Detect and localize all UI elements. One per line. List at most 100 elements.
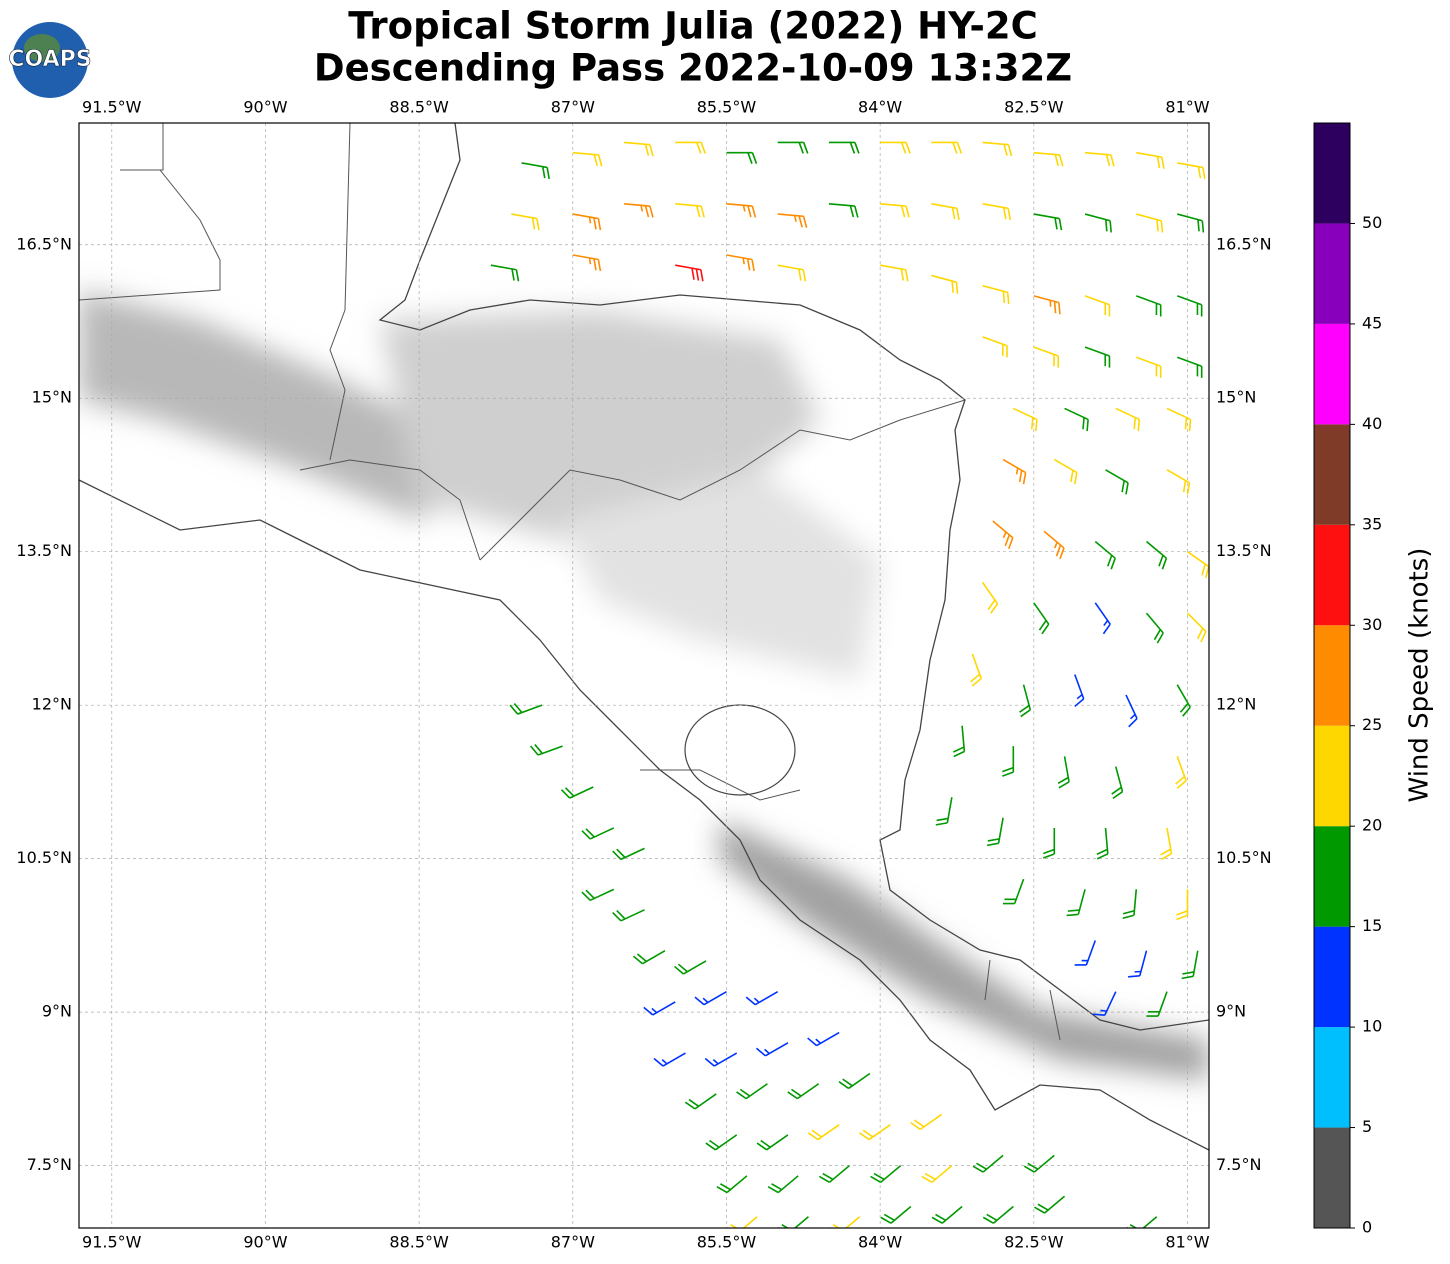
x-tick-label: 82.5°W xyxy=(1004,1233,1064,1252)
y-tick-label: 16.5°N xyxy=(16,234,72,253)
wind-barb xyxy=(572,254,602,272)
x-tick-label: 91.5°W xyxy=(82,98,142,117)
colorbar-segment xyxy=(1314,625,1350,726)
y-tick-label: 10.5°N xyxy=(1216,848,1272,867)
wind-barb xyxy=(777,141,809,154)
wind-barb xyxy=(1084,151,1115,167)
title: Tropical Storm Julia (2022) HY-2C xyxy=(348,5,1038,48)
wind-barb xyxy=(1093,991,1117,1017)
wind-barb xyxy=(777,264,807,282)
wind-barb xyxy=(1012,407,1038,432)
wind-barb xyxy=(777,213,808,228)
wind-barb xyxy=(828,203,859,218)
wind-barb xyxy=(1135,356,1162,378)
wind-barb xyxy=(981,581,999,614)
x-tick-label: 90°W xyxy=(243,98,287,117)
wind-barb xyxy=(1135,295,1162,317)
wind-barb xyxy=(1084,346,1111,368)
wind-barb xyxy=(1057,756,1070,789)
x-tick-label: 82.5°W xyxy=(1004,98,1064,117)
wind-barb xyxy=(931,274,959,294)
wind-barb xyxy=(1160,827,1173,861)
wind-barb xyxy=(1187,551,1209,579)
colorbar-tick-label: 35 xyxy=(1362,514,1382,533)
x-tick-label: 81°W xyxy=(1165,98,1209,117)
wind-barb xyxy=(880,264,909,282)
wind-barb xyxy=(859,1124,891,1141)
wind-barb xyxy=(1033,295,1061,315)
wind-barb xyxy=(1186,612,1207,643)
colorbar-segment xyxy=(1314,1127,1350,1228)
wind-barb xyxy=(1066,889,1086,917)
wind-barb xyxy=(673,960,707,975)
wind-barb xyxy=(1096,827,1109,860)
colorbar-segment xyxy=(1314,926,1350,1028)
wind-barb xyxy=(529,743,563,756)
map-background xyxy=(79,123,1209,1228)
wind-barb xyxy=(1033,602,1050,635)
x-tick-label: 85.5°W xyxy=(697,1233,757,1252)
colorbar-segment xyxy=(1314,424,1350,525)
wind-barb xyxy=(511,213,540,231)
wind-barb xyxy=(1084,295,1111,317)
wind-barb xyxy=(1043,827,1056,859)
colorbar-label: Wind Speed (knots) xyxy=(1405,548,1435,803)
colorbar-segment xyxy=(1314,323,1350,425)
wind-barb xyxy=(1111,766,1124,800)
wind-barb xyxy=(1122,889,1138,920)
y-tick-label: 16.5°N xyxy=(1216,234,1272,253)
wind-barb xyxy=(726,151,758,164)
wind-barb xyxy=(982,203,1012,221)
wind-barb xyxy=(521,162,550,180)
x-tick-label: 90°W xyxy=(243,1233,287,1252)
wind-barb xyxy=(1019,684,1032,718)
subtitle: Descending Pass 2022-10-09 13:32Z xyxy=(314,47,1072,90)
wind-barb xyxy=(972,1154,1004,1173)
wind-barb xyxy=(880,141,911,154)
y-tick-label: 7.5°N xyxy=(1216,1155,1261,1174)
wind-barb xyxy=(970,653,982,687)
wind-barb xyxy=(1043,530,1065,560)
wind-barb xyxy=(1074,674,1085,708)
map-base xyxy=(79,123,1209,1228)
wind-barb xyxy=(726,203,757,218)
wind-barb xyxy=(787,1083,820,1100)
y-tick-label: 9°N xyxy=(42,1002,72,1021)
wind-barb xyxy=(1176,889,1189,921)
colorbar-tick-label: 20 xyxy=(1362,816,1382,835)
colorbar-segment xyxy=(1314,826,1350,927)
wind-barb xyxy=(675,264,704,282)
colorbar-tick-label: 15 xyxy=(1362,916,1382,935)
wind-barb xyxy=(1175,756,1187,789)
colorbar-tick-label: 25 xyxy=(1362,715,1382,734)
wind-barb xyxy=(643,1001,676,1016)
colorbar-tick-label: 30 xyxy=(1362,615,1382,634)
axis-labels: 91.5°W 91.5°W 90°W 90°W 88.5°W 88.5°W 87°W 87°W… xyxy=(16,98,1271,1252)
wind-barb xyxy=(982,1205,1014,1224)
y-tick-label: 12°N xyxy=(32,695,72,714)
wind-barb xyxy=(1176,684,1191,717)
y-tick-label: 13.5°N xyxy=(16,541,72,560)
wind-barb xyxy=(623,141,654,157)
coastline xyxy=(79,479,1209,1151)
wind-barb xyxy=(1002,746,1015,777)
wind-barb xyxy=(1166,469,1191,495)
colorbar-segment xyxy=(1314,123,1350,224)
colorbar-tick-label: 45 xyxy=(1362,313,1382,332)
wind-barb xyxy=(838,1072,871,1090)
wind-barb xyxy=(931,1205,963,1224)
logo: COAPS xyxy=(8,22,92,98)
wind-barb xyxy=(694,990,727,1006)
wind-barb xyxy=(1033,213,1063,231)
x-tick-label: 87°W xyxy=(551,98,595,117)
wind-barb xyxy=(1125,694,1138,728)
wind-barb xyxy=(560,786,594,799)
country-border xyxy=(79,123,1061,1041)
wind-barb xyxy=(755,1042,789,1057)
wind-barb xyxy=(1105,469,1129,495)
wind-barb xyxy=(612,847,645,861)
y-tick-label: 9°N xyxy=(1216,1002,1246,1021)
wind-barb xyxy=(572,151,603,167)
wind-barb xyxy=(675,141,706,154)
